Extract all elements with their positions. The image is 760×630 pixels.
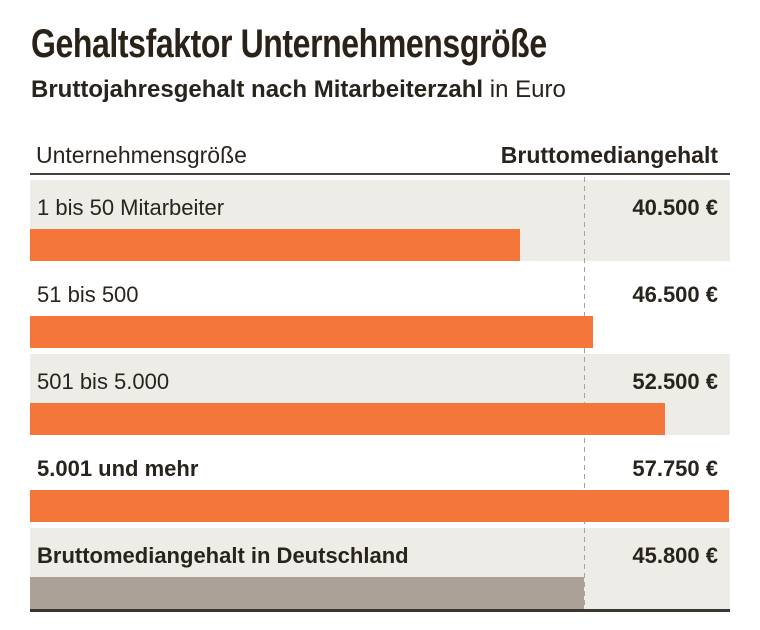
row-label: 5.001 und mehr [37, 455, 199, 481]
column-header-right: Bruttomediangehalt [500, 141, 718, 168]
row-label: 1 bis 50 Mitarbeiter [37, 194, 225, 220]
row-label: 501 bis 5.000 [37, 368, 170, 394]
value-bar [30, 490, 729, 522]
row-value: 46.500 € [632, 281, 718, 307]
plot-area: 1 bis 50 Mitarbeiter 40.500 € 51 bis 500… [30, 176, 730, 613]
column-header-left: Unternehmensgröße [36, 141, 247, 168]
chart-subtitle-unit: in Euro [483, 76, 566, 103]
table-row: 1 bis 50 Mitarbeiter 40.500 € [30, 180, 730, 261]
table-row: 51 bis 500 46.500 € [30, 267, 730, 348]
row-label: 51 bis 500 [37, 281, 139, 307]
row-value: 52.500 € [632, 368, 718, 394]
value-bar [30, 316, 593, 348]
chart-subtitle-bold: Bruttojahresgehalt nach Mitarbeiterzahl [31, 76, 484, 103]
column-header-row: Unternehmensgröße Bruttomediangehalt [30, 140, 730, 170]
page-title: Gehaltsfaktor Unternehmensgröße [31, 22, 547, 66]
reference-dashed-line [584, 177, 585, 609]
row-value: 40.500 € [632, 194, 718, 220]
table-row: 501 bis 5.000 52.500 € [30, 354, 730, 435]
reference-bar [30, 577, 584, 609]
table-row-reference: Bruttomediangehalt in Deutschland 45.800… [30, 528, 730, 609]
value-bar [30, 403, 665, 435]
row-value: 45.800 € [632, 542, 718, 568]
chart-subtitle: Bruttojahresgehalt nach Mitarbeiterzahl … [31, 76, 566, 103]
header-rule [30, 173, 730, 175]
row-value: 57.750 € [632, 455, 718, 481]
bottom-rule [30, 609, 730, 612]
table-row: 5.001 und mehr 57.750 € [30, 441, 730, 522]
row-label: Bruttomediangehalt in Deutschland [37, 542, 409, 568]
value-bar [30, 229, 520, 261]
